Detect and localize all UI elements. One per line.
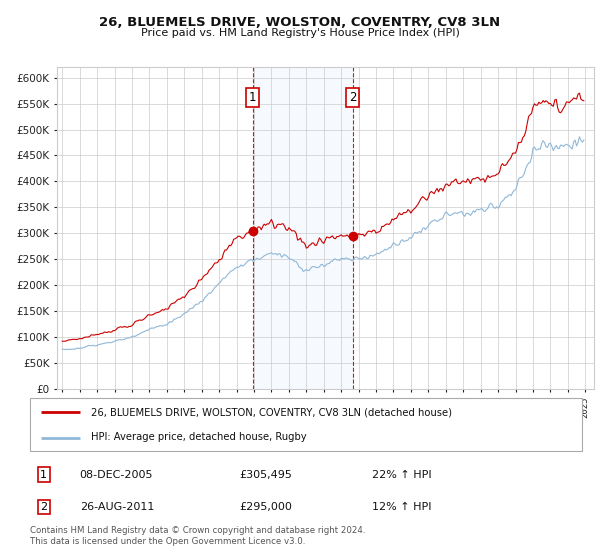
Text: 26, BLUEMELS DRIVE, WOLSTON, COVENTRY, CV8 3LN: 26, BLUEMELS DRIVE, WOLSTON, COVENTRY, C… [100, 16, 500, 29]
Text: 12% ↑ HPI: 12% ↑ HPI [372, 502, 432, 512]
Text: Price paid vs. HM Land Registry's House Price Index (HPI): Price paid vs. HM Land Registry's House … [140, 28, 460, 38]
Text: £305,495: £305,495 [240, 469, 293, 479]
Text: 26, BLUEMELS DRIVE, WOLSTON, COVENTRY, CV8 3LN (detached house): 26, BLUEMELS DRIVE, WOLSTON, COVENTRY, C… [91, 408, 452, 418]
Text: 22% ↑ HPI: 22% ↑ HPI [372, 469, 432, 479]
Bar [253, 67, 353, 389]
Text: Contains HM Land Registry data © Crown copyright and database right 2024.
This d: Contains HM Land Registry data © Crown c… [30, 526, 365, 546]
Text: 08-DEC-2005: 08-DEC-2005 [80, 469, 153, 479]
Text: HPI: Average price, detached house, Rugby: HPI: Average price, detached house, Rugb… [91, 432, 307, 442]
FancyBboxPatch shape [30, 398, 582, 451]
Text: 26-AUG-2011: 26-AUG-2011 [80, 502, 154, 512]
Text: £295,000: £295,000 [240, 502, 293, 512]
Text: 2: 2 [40, 502, 47, 512]
Text: 1: 1 [249, 91, 256, 104]
Text: 1: 1 [40, 469, 47, 479]
Text: 2: 2 [349, 91, 356, 104]
